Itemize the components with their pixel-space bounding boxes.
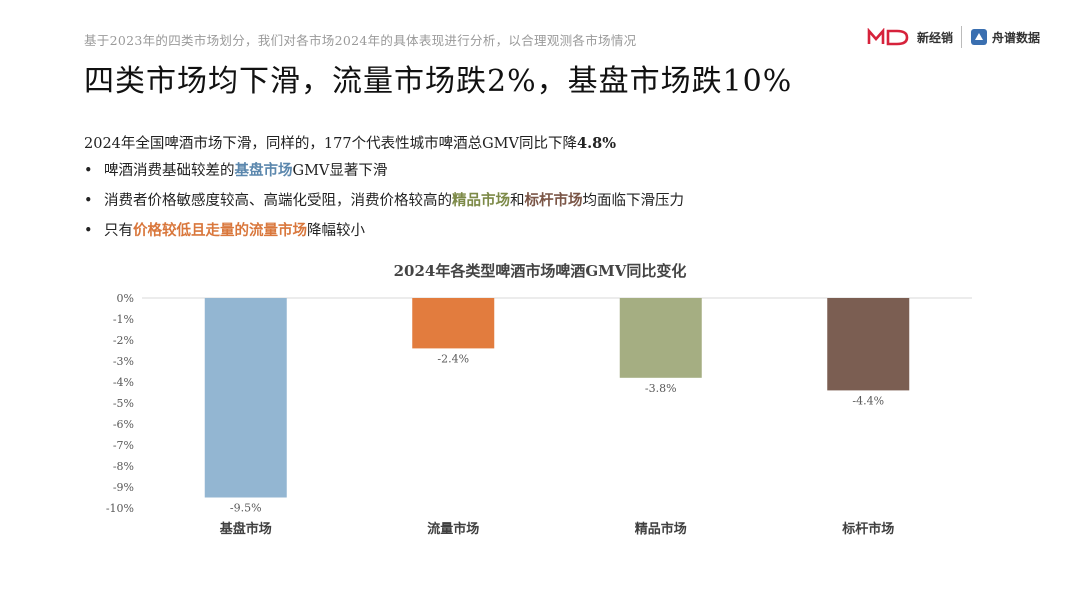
y-tick-label: -2%: [113, 334, 134, 347]
y-tick-label: -7%: [113, 439, 134, 452]
logo-divider: [960, 26, 962, 48]
bullet-dot: •: [84, 193, 93, 209]
x-category-label: 精品市场: [635, 521, 687, 537]
chart-title: 2024年各类型啤酒市场啤酒GMV同比变化: [393, 262, 687, 280]
y-tick-label: -10%: [106, 502, 134, 515]
bullet-text-part: GMV显著下滑: [292, 163, 388, 179]
logo-text-zhoupu: 舟谱数据: [991, 30, 1040, 45]
header-logos: 新经销 舟谱数据: [867, 26, 1040, 48]
bullet-text: 啤酒消费基础较差的基盘市场GMV显著下滑: [104, 160, 387, 182]
page-subtitle: 基于2023年的四类市场划分，我们对各市场2024年的具体表现进行分析，以合理观…: [84, 33, 637, 48]
bullet-text: 只有价格较低且走量的流量市场降幅较小: [104, 220, 365, 242]
y-tick-label: -6%: [113, 418, 134, 431]
bar: [619, 298, 702, 378]
highlight-biaogan: 标杆市场: [524, 192, 583, 209]
bullet-item: • 啤酒消费基础较差的基盘市场GMV显著下滑: [84, 160, 684, 190]
bullet-text-part: 只有: [104, 223, 133, 239]
bullet-text: 消费者价格敏感度较高、高端化受阻，消费价格较高的精品市场和标杆市场均面临下滑压力: [104, 190, 684, 212]
bullet-text-part: 消费者价格敏感度较高、高端化受阻，消费价格较高的: [104, 193, 452, 209]
bullet-dot: •: [84, 163, 93, 179]
y-tick-label: -9%: [113, 481, 134, 494]
x-category-label: 流量市场: [427, 521, 479, 537]
y-tick-label: -4%: [113, 376, 134, 389]
bullet-item: • 只有价格较低且走量的流量市场降幅较小: [84, 220, 684, 250]
brand-logo-xinjingxiao: 新经销: [867, 28, 953, 46]
data-label: -2.4%: [437, 352, 469, 365]
bullet-item: • 消费者价格敏感度较高、高端化受阻，消费价格较高的精品市场和标杆市场均面临下滑…: [84, 190, 684, 220]
lead-sentence: 2024年全国啤酒市场下滑，同样的，177个代表性城市啤酒总GMV同比下降: [84, 136, 577, 152]
bar: [827, 298, 910, 391]
zhoupu-logo-icon: [970, 29, 987, 45]
data-label: -3.8%: [645, 382, 677, 395]
bullet-text-part: 啤酒消费基础较差的: [104, 163, 235, 179]
lead-text: 2024年全国啤酒市场下滑，同样的，177个代表性城市啤酒总GMV同比下降4.8…: [84, 132, 616, 153]
y-tick-label: -1%: [113, 313, 134, 326]
bullet-text-part: 和: [510, 193, 525, 209]
page-title: 四类市场均下滑，流量市场跌2%，基盘市场跌10%: [84, 64, 793, 99]
data-label: -4.4%: [852, 394, 884, 407]
x-category-label: 基盘市场: [219, 521, 272, 537]
brand-logo-zhoupu: 舟谱数据: [970, 28, 1040, 46]
y-tick-label: -8%: [113, 460, 134, 473]
bar: [412, 298, 495, 349]
y-tick-label: -3%: [113, 355, 134, 368]
md-logo-icon: [867, 28, 909, 46]
bullet-dot: •: [84, 223, 93, 239]
bullet-list: • 啤酒消费基础较差的基盘市场GMV显著下滑 • 消费者价格敏感度较高、高端化受…: [84, 160, 684, 250]
logo-text-xinjingxiao: 新经销: [916, 30, 953, 45]
bullet-text-part: 降幅较小: [307, 223, 365, 239]
highlight-liuliang: 价格较低且走量的流量市场: [133, 222, 307, 239]
bar: [204, 298, 287, 498]
x-category-label: 标杆市场: [841, 521, 894, 537]
highlight-jingpin: 精品市场: [452, 192, 510, 209]
bullet-text-part: 均面临下滑压力: [582, 193, 685, 209]
y-tick-label: -5%: [113, 397, 134, 410]
y-tick-label: 0%: [117, 292, 134, 305]
data-label: -9.5%: [230, 502, 262, 515]
highlight-jipan: 基盘市场: [234, 162, 293, 179]
lead-emphasis: 4.8%: [576, 135, 616, 152]
